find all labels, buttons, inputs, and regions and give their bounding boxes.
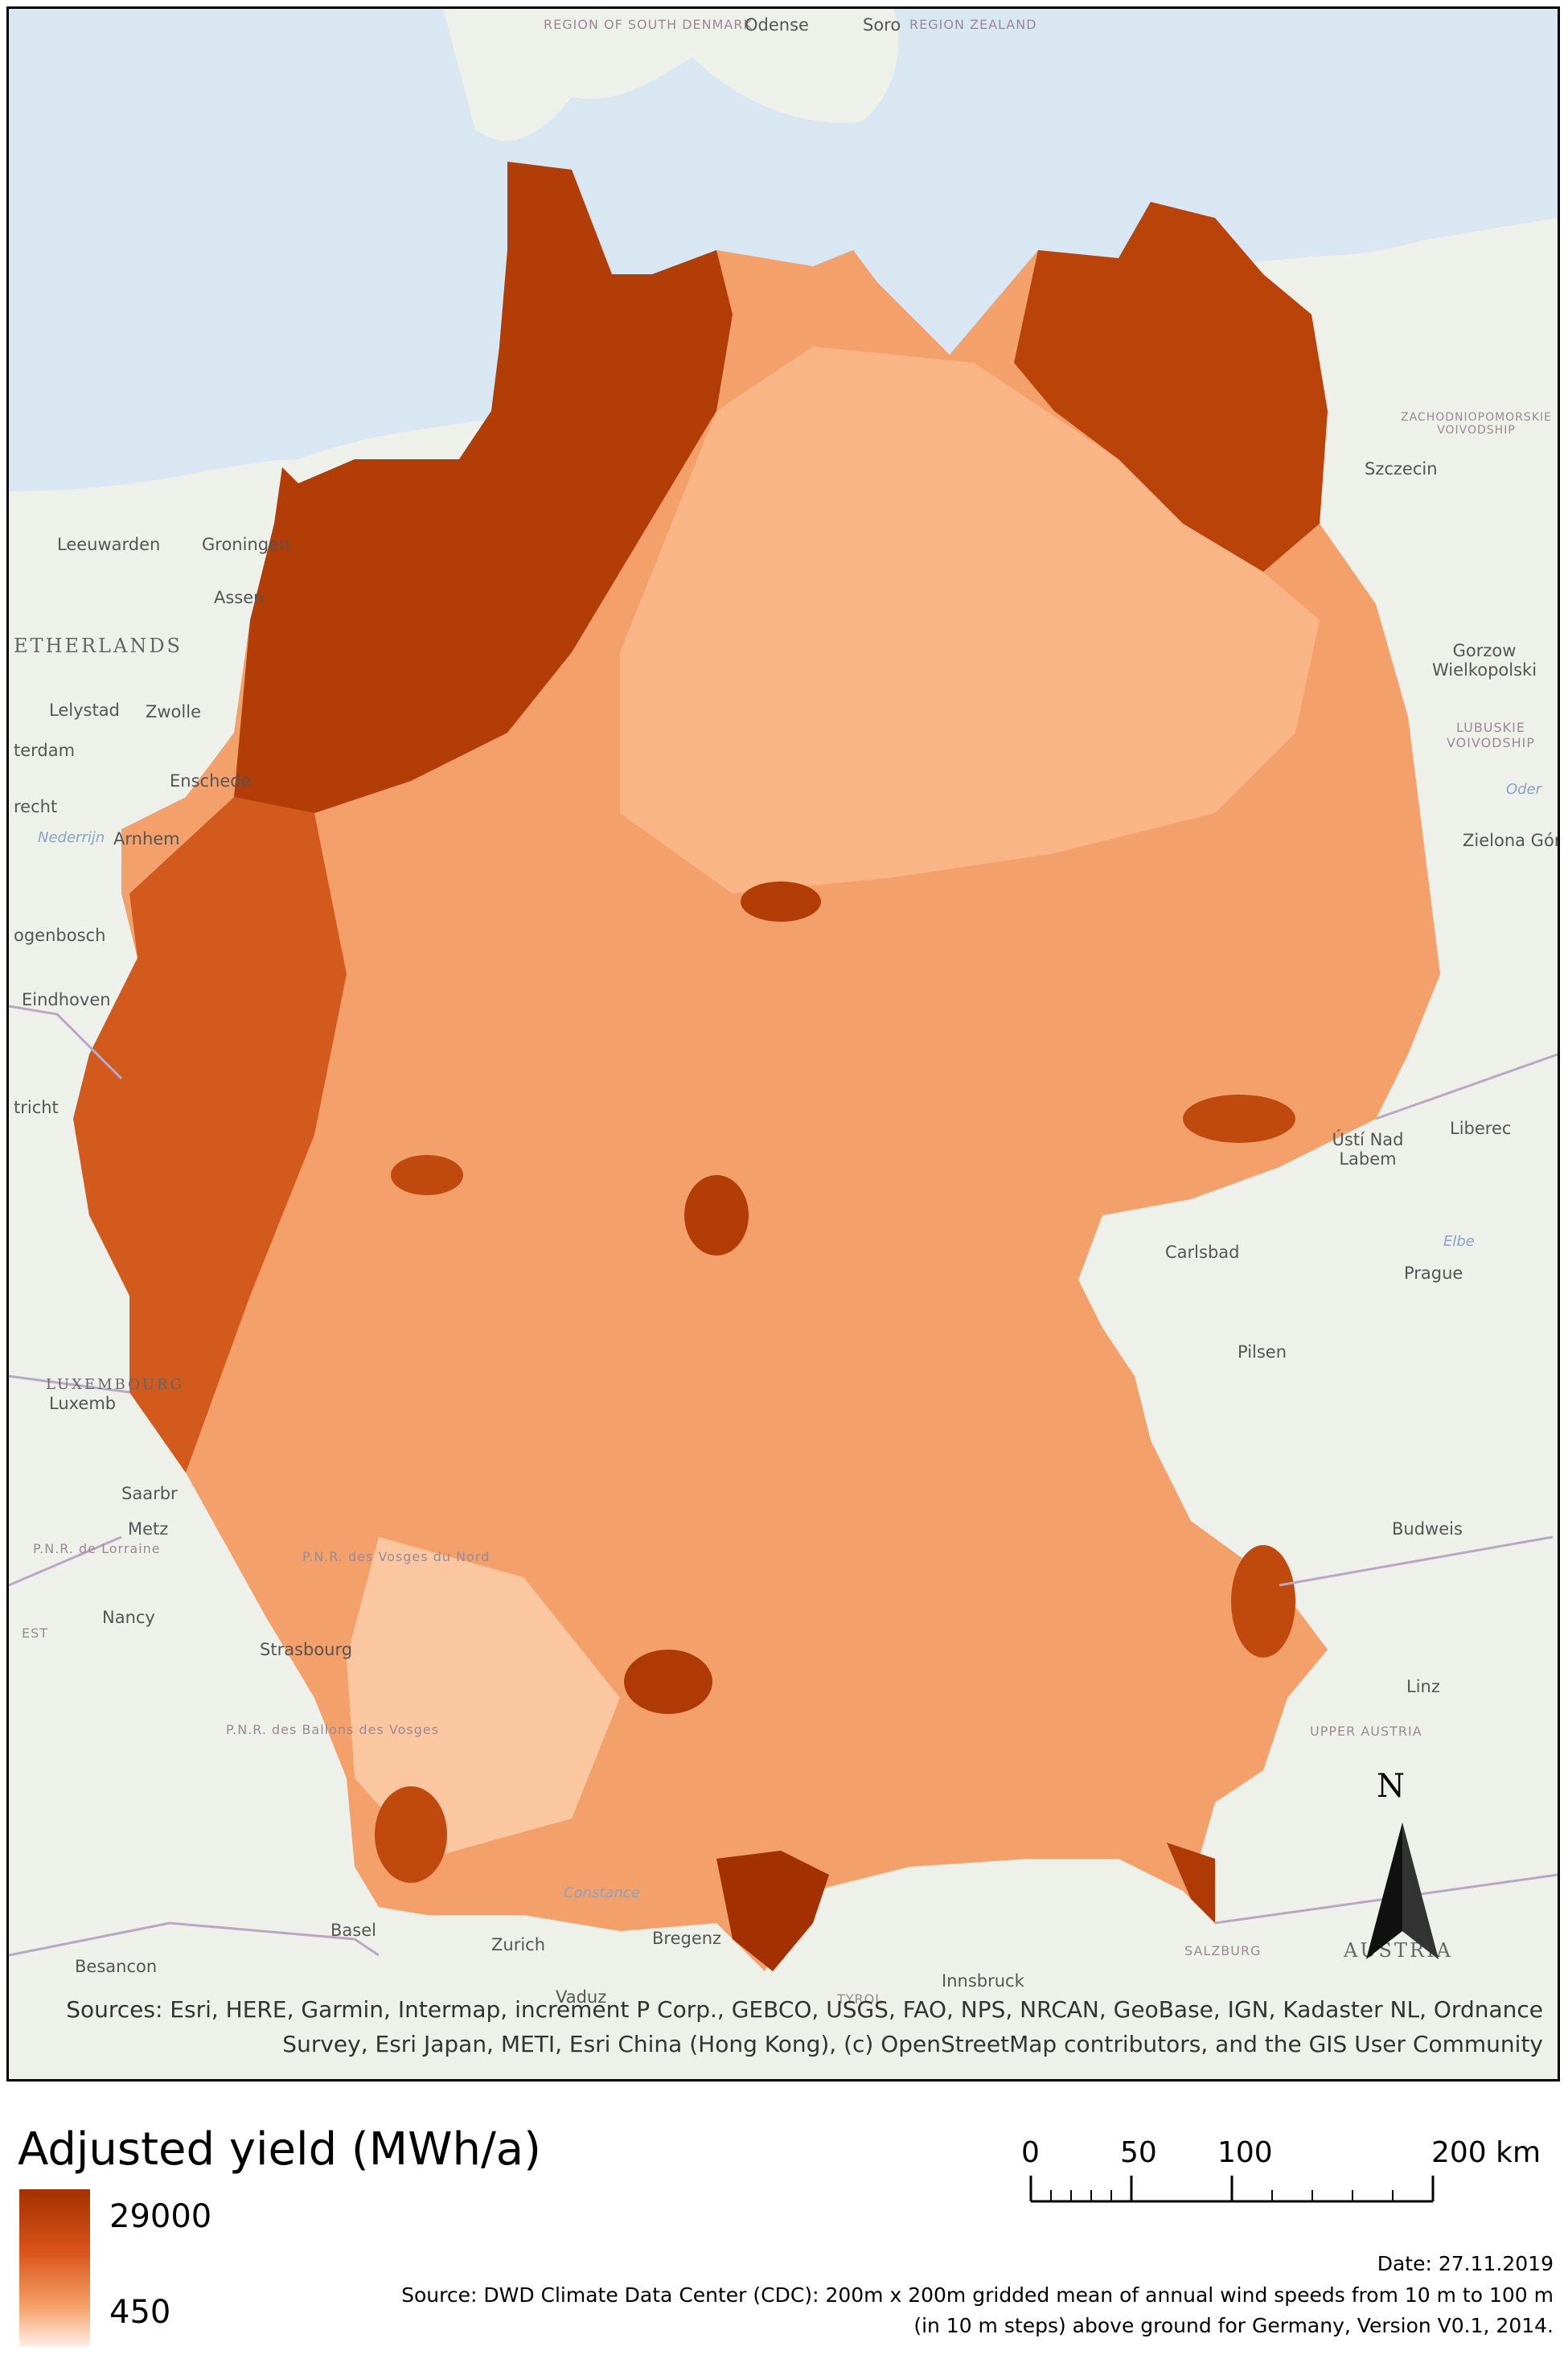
place-label: Bregenz — [652, 1929, 722, 1948]
place-label: Nancy — [102, 1608, 155, 1627]
place-label: LUBUSKIE VOIVODSHIP — [1446, 720, 1536, 750]
place-label: recht — [14, 797, 58, 816]
place-label: Saarbr — [121, 1484, 178, 1503]
place-label: Enschede — [170, 771, 252, 791]
place-label: Odense — [745, 15, 809, 35]
place-label: EST — [22, 1625, 49, 1641]
footer-source: Source: DWD Climate Data Center (CDC): 2… — [267, 2280, 1554, 2341]
place-label: Szczecin — [1365, 459, 1438, 479]
legend-max-label: 29000 — [109, 2198, 212, 2235]
footer-date: Date: 27.11.2019 — [1377, 2252, 1554, 2275]
west-mid-yield — [73, 797, 347, 1473]
place-label: Metz — [128, 1519, 169, 1539]
scale-bar — [1029, 2176, 1435, 2203]
scale-label-0: 0 — [1021, 2136, 1040, 2169]
vogelsberg-high-yield — [391, 1155, 463, 1195]
place-label: Lelystad — [49, 701, 120, 720]
place-label: Assen — [214, 588, 265, 607]
water-label: Nederrijn — [38, 829, 105, 846]
place-label: Zurich — [491, 1935, 546, 1954]
rhoen-high-yield — [684, 1175, 749, 1255]
place-label: Vaduz — [556, 1987, 607, 2007]
place-label: TYROL — [837, 1991, 884, 2007]
footer-source-line-1: Source: DWD Climate Data Center (CDC): 2… — [401, 2283, 1554, 2307]
place-label: P.N.R. des Vosges du Nord — [302, 1549, 491, 1564]
water-label: Oder — [1506, 781, 1542, 798]
swabian-alb-high-yield — [624, 1650, 712, 1714]
southwest-pale-area — [347, 1537, 620, 1859]
map-canvas[interactable] — [9, 9, 1558, 2079]
place-label: P.N.R. de Lorraine — [33, 1541, 161, 1556]
water-label: Elbe — [1443, 1233, 1475, 1250]
place-label: Innsbruck — [942, 1971, 1024, 1991]
bavarian-forest-high-yield — [1231, 1545, 1295, 1658]
map-attribution: Sources: Esri, HERE, Garmin, Intermap, i… — [31, 1992, 1543, 2061]
north-label: N — [1377, 1768, 1405, 1805]
place-label: Besancon — [75, 1957, 158, 1976]
place-label: REGION ZEALAND — [909, 17, 1037, 32]
place-label: Ústí Nad Labem — [1332, 1130, 1404, 1169]
place-label: Basel — [330, 1921, 376, 1940]
northeast-high-yield — [1014, 202, 1328, 572]
place-label: Groningen — [202, 535, 290, 554]
place-label: tricht — [14, 1098, 59, 1117]
place-label: Pilsen — [1238, 1342, 1287, 1362]
place-label: Soro — [863, 15, 901, 35]
ore-mountains-high-yield — [1183, 1095, 1295, 1143]
legend-min-label: 450 — [109, 2294, 171, 2331]
northwest-high-yield — [234, 162, 733, 813]
alps-east-high-yield — [1167, 1843, 1215, 1923]
baltic-sea-water — [853, 9, 1558, 274]
place-label: Linz — [1406, 1677, 1440, 1696]
place-label: terdam — [14, 741, 76, 760]
place-label: ZACHODNIOPOMORSKIE VOIVODSHIP — [1401, 411, 1552, 437]
place-label: Arnhem — [113, 829, 180, 849]
place-label: Carlsbad — [1165, 1243, 1240, 1262]
legend-title: Adjusted yield (MWh/a) — [18, 2123, 541, 2176]
map-frame[interactable]: REGION OF SOUTH DENMARK Odense Soro REGI… — [6, 6, 1560, 2081]
harz-high-yield — [741, 882, 821, 922]
footer-source-line-2: (in 10 m steps) above ground for Germany… — [913, 2314, 1554, 2337]
place-label: Prague — [1404, 1264, 1463, 1283]
north-arrow-icon — [1366, 1823, 1439, 1959]
central-low-yield — [620, 347, 1320, 894]
place-label: SALZBURG — [1184, 1943, 1262, 1958]
place-label: Liberec — [1450, 1119, 1512, 1138]
place-label: UPPER AUSTRIA — [1310, 1724, 1422, 1739]
place-label: Strasbourg — [260, 1640, 353, 1659]
legend-color-ramp — [19, 2189, 90, 2347]
scale-label-200: 200 km — [1431, 2136, 1541, 2169]
place-label: Gorzow Wielkopolski — [1431, 641, 1537, 680]
place-label: LUXEMBOURG — [46, 1376, 184, 1393]
scale-label-100: 100 — [1217, 2136, 1273, 2169]
attribution-line-1: Sources: Esri, HERE, Garmin, Intermap, i… — [66, 1996, 1543, 2023]
place-label: Budweis — [1392, 1519, 1463, 1539]
scale-label-50: 50 — [1120, 2136, 1157, 2169]
alps-high-yield — [716, 1851, 829, 1971]
place-label: REGION OF SOUTH DENMARK — [544, 17, 753, 32]
place-label: Leeuwarden — [57, 535, 161, 554]
place-label: Zwolle — [146, 702, 201, 721]
black-forest-high-yield — [375, 1786, 447, 1883]
place-label: Eindhoven — [22, 990, 111, 1009]
place-label: ogenbosch — [14, 926, 106, 945]
place-label: ETHERLANDS — [14, 635, 183, 657]
water-label: Constance — [564, 1884, 640, 1901]
place-label: Zielona Gór — [1463, 831, 1560, 850]
denmark-land — [443, 9, 899, 142]
place-label: Luxemb — [49, 1394, 117, 1413]
attribution-line-2: Survey, Esri Japan, METI, Esri China (Ho… — [282, 2031, 1543, 2057]
place-label: P.N.R. des Ballons des Vosges — [226, 1722, 440, 1737]
